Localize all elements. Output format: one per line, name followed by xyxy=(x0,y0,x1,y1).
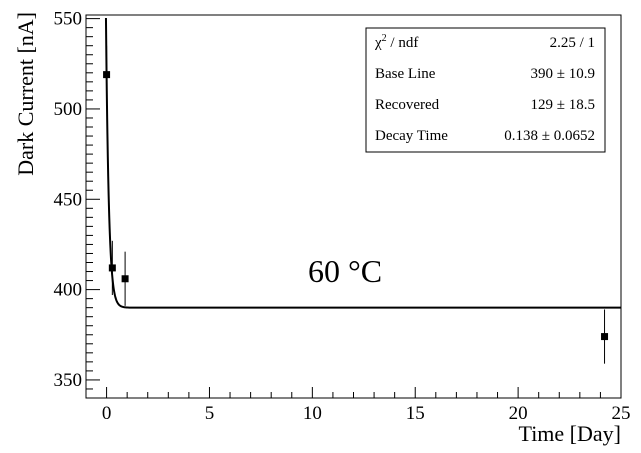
y-tick-label: 400 xyxy=(54,280,83,301)
data-marker xyxy=(103,71,111,79)
x-tick-label: 0 xyxy=(102,403,112,424)
x-tick-label: 25 xyxy=(612,403,631,424)
stats-label-decay-time: Decay Time xyxy=(375,128,448,144)
data-marker xyxy=(108,264,116,272)
y-tick-label: 500 xyxy=(54,99,83,120)
fit-layer xyxy=(104,18,621,309)
stats-value-baseline: 390 ± 10.9 xyxy=(531,66,595,82)
x-axis-title: Time [Day] xyxy=(519,421,621,446)
stats-label-baseline: Base Line xyxy=(375,66,436,82)
stats-label-chi2: χ2 / ndf xyxy=(374,33,418,51)
stats-value-recovered: 129 ± 18.5 xyxy=(531,97,595,113)
x-tick-label: 10 xyxy=(303,403,322,424)
ticks-layer: 0 5 10 15 20 25 350 400 450 500 550 xyxy=(54,9,631,424)
stats-value-chi2: 2.25 / 1 xyxy=(550,35,595,51)
temperature-annotation: 60 °C xyxy=(308,253,382,289)
fit-curve xyxy=(104,18,621,309)
stats-value-decay-time: 0.138 ± 0.0652 xyxy=(504,128,595,144)
plot-frame xyxy=(85,14,622,399)
data-marker xyxy=(121,275,129,283)
data-marker xyxy=(601,333,609,341)
points-layer xyxy=(103,45,609,364)
y-tick-label: 350 xyxy=(54,370,83,391)
y-tick-label: 450 xyxy=(54,189,83,210)
data-point xyxy=(121,251,129,306)
x-tick-label: 5 xyxy=(205,403,215,424)
x-tick-label: 15 xyxy=(406,403,425,424)
y-axis-title: Dark Current [nA] xyxy=(13,12,38,176)
data-point xyxy=(108,240,116,296)
stats-label-recovered: Recovered xyxy=(375,97,440,113)
x-tick-label: 20 xyxy=(509,403,528,424)
stats-box: χ2 / ndf 2.25 / 1 Base Line 390 ± 10.9 R… xyxy=(365,27,606,153)
y-tick-label: 550 xyxy=(54,9,83,30)
stats-box-frame xyxy=(365,27,606,153)
data-point xyxy=(601,309,609,364)
data-point xyxy=(103,45,111,104)
